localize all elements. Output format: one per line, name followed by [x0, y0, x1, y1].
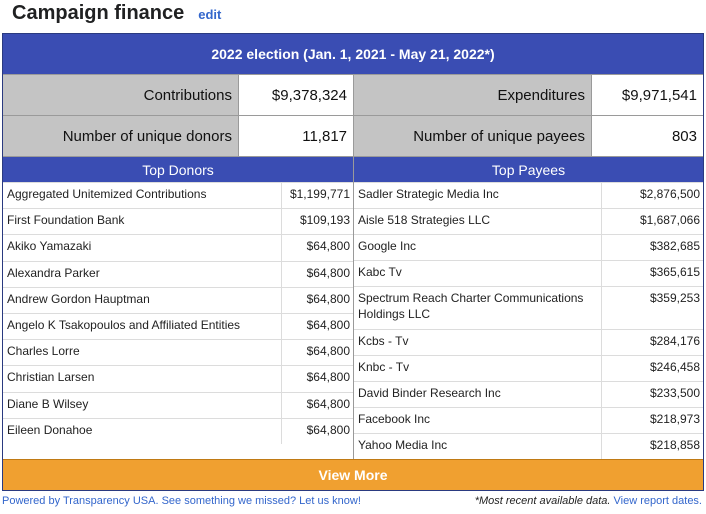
payee-name: Aisle 518 Strategies LLC: [358, 213, 491, 227]
election-banner: 2022 election (Jan. 1, 2021 - May 21, 20…: [3, 34, 703, 74]
donor-amount: $1,199,771: [281, 183, 353, 209]
donor-amount: $64,800: [281, 235, 353, 261]
payee-row: Facebook Inc $218,973: [354, 407, 703, 433]
section-heading: Campaign finance edit: [12, 2, 221, 28]
summary-left: Contributions $9,378,324 Number of uniqu…: [3, 74, 353, 156]
unique-donors-label: Number of unique donors: [3, 116, 239, 156]
payee-name: Facebook Inc: [358, 412, 431, 426]
donor-amount: $109,193: [281, 209, 353, 235]
unique-donors-value: 11,817: [239, 116, 353, 156]
donor-name: Angelo K Tsakopoulos and Affiliated Enti…: [7, 317, 241, 332]
donor-row: Eileen Donahoe $64,800: [3, 417, 353, 444]
payee-name: Google Inc: [358, 239, 417, 253]
footer-left: Powered by Transparency USA. See somethi…: [2, 495, 361, 507]
payee-row: Spectrum Reach Charter Communications Ho…: [354, 286, 703, 329]
donor-row: Andrew Gordon Hauptman $64,800: [3, 286, 353, 313]
unique-donors-row: Number of unique donors 11,817: [3, 115, 353, 156]
donor-row: Diane B Wilsey $64,800: [3, 391, 353, 418]
payee-amount: $284,176: [601, 330, 703, 355]
payee-row: Knbc - Tv $246,458: [354, 355, 703, 381]
unique-payees-label: Number of unique payees: [354, 116, 592, 156]
unique-payees-value: 803: [592, 116, 703, 156]
summary-table: Contributions $9,378,324 Number of uniqu…: [3, 74, 703, 156]
donor-name: First Foundation Bank: [7, 213, 125, 228]
donor-row: Aggregated Unitemized Contributions $1,19…: [3, 182, 353, 209]
payee-amount: $365,615: [601, 261, 703, 286]
expenditures-row: Expenditures $9,971,541: [354, 74, 703, 115]
payee-row: David Binder Research Inc $233,500: [354, 381, 703, 407]
donor-amount: $64,800: [281, 418, 353, 444]
payee-name: Spectrum Reach Charter Communications Ho…: [358, 291, 584, 321]
donor-amount: $64,800: [281, 287, 353, 313]
payee-amount: $359,253: [601, 287, 703, 329]
page-title: Campaign finance: [12, 2, 185, 24]
payee-amount: $233,500: [601, 382, 703, 407]
view-more-button[interactable]: View More: [3, 459, 703, 490]
donor-amount: $64,800: [281, 313, 353, 340]
summary-right: Expenditures $9,971,541 Number of unique…: [353, 74, 703, 156]
donor-amount: $64,800: [281, 366, 353, 392]
payee-name: Kabc Tv: [358, 265, 402, 279]
donor-amount: $64,800: [281, 261, 353, 287]
contributions-row: Contributions $9,378,324: [3, 74, 353, 115]
footer: Powered by Transparency USA. See somethi…: [2, 495, 702, 507]
payee-name: Kcbs - Tv: [358, 334, 409, 348]
expenditures-value: $9,971,541: [592, 75, 703, 115]
donor-name: Diane B Wilsey: [7, 396, 89, 411]
donor-name: Christian Larsen: [7, 370, 95, 385]
top-donors-list: Top Donors Aggregated Unitemized Contrib…: [3, 157, 353, 459]
payee-amount: $1,687,066: [601, 209, 703, 234]
payee-row: Aisle 518 Strategies LLC $1,687,066: [354, 208, 703, 234]
feedback-link[interactable]: See something we missed? Let us know!: [161, 495, 361, 507]
donor-amount: $64,800: [281, 340, 353, 366]
payee-row: Google Inc $382,685: [354, 234, 703, 260]
report-dates-link[interactable]: View report dates.: [613, 495, 702, 507]
edit-link[interactable]: edit: [198, 7, 222, 22]
donor-name: Aggregated Unitemized Contributions: [7, 187, 207, 201]
donor-row: Akiko Yamazaki $64,800: [3, 234, 353, 261]
payee-name: Yahoo Media Inc: [358, 438, 448, 452]
expenditures-label: Expenditures: [354, 75, 592, 115]
payee-amount: $218,973: [601, 408, 703, 433]
top-donors-header: Top Donors: [3, 157, 353, 182]
payee-amount: $382,685: [601, 235, 703, 260]
donor-row: First Foundation Bank $109,193: [3, 208, 353, 235]
unique-payees-row: Number of unique payees 803: [354, 115, 703, 156]
payee-name: David Binder Research Inc: [358, 386, 501, 400]
payee-name: Knbc - Tv: [358, 360, 410, 374]
top-payees-header: Top Payees: [354, 157, 703, 182]
donor-name: Eileen Donahoe: [7, 422, 93, 437]
donor-name: Charles Lorre: [7, 344, 80, 359]
payee-row: Yahoo Media Inc $218,858: [354, 433, 703, 459]
payee-row: Sadler Strategic Media Inc $2,876,500: [354, 182, 703, 208]
donor-row: Alexandra Parker $64,800: [3, 260, 353, 287]
top-lists: Top Donors Aggregated Unitemized Contrib…: [3, 156, 703, 459]
contributions-value: $9,378,324: [239, 75, 353, 115]
payee-amount: $246,458: [601, 356, 703, 381]
payee-amount: $218,858: [601, 434, 703, 459]
campaign-finance-box: 2022 election (Jan. 1, 2021 - May 21, 20…: [2, 33, 704, 491]
powered-by-link[interactable]: Powered by Transparency USA.: [2, 495, 159, 507]
donor-name: Alexandra Parker: [7, 265, 100, 280]
payee-amount: $2,876,500: [601, 183, 703, 208]
donor-amount: $64,800: [281, 392, 353, 418]
payee-row: Kcbs - Tv $284,176: [354, 329, 703, 355]
recent-data-note: *Most recent available data.: [474, 495, 611, 507]
donor-row: Christian Larsen $64,800: [3, 365, 353, 392]
donor-name: Akiko Yamazaki: [7, 239, 92, 254]
payee-row: Kabc Tv $365,615: [354, 260, 703, 286]
footer-right: *Most recent available data. View report…: [475, 495, 702, 507]
payee-name: Sadler Strategic Media Inc: [358, 187, 499, 201]
contributions-label: Contributions: [3, 75, 239, 115]
donor-row: Charles Lorre $64,800: [3, 339, 353, 366]
donor-row: Angelo K Tsakopoulos and Affiliated Enti…: [3, 312, 353, 340]
donor-name: Andrew Gordon Hauptman: [7, 291, 150, 306]
top-payees-list: Top Payees Sadler Strategic Media Inc $2,…: [353, 157, 703, 459]
